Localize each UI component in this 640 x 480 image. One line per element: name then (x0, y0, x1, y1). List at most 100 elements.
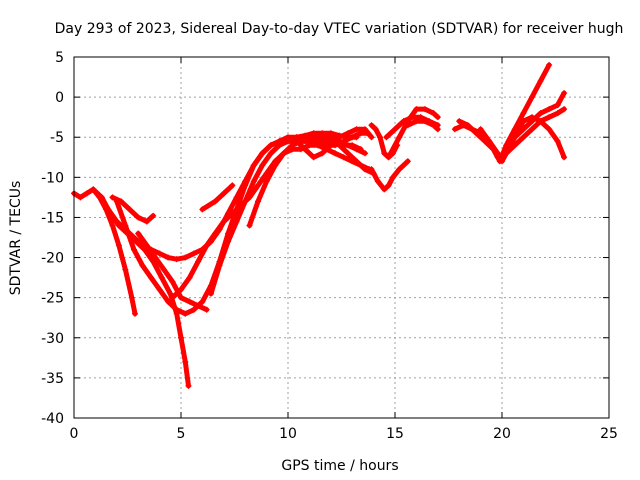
y-tick-label: -15 (41, 210, 64, 226)
data-point (546, 114, 553, 121)
data-point (511, 134, 518, 141)
data-point (90, 186, 97, 193)
data-point (528, 118, 535, 125)
data-point (344, 130, 351, 137)
data-point (537, 110, 544, 117)
data-point (385, 182, 392, 189)
data-point (340, 138, 347, 145)
data-point (182, 310, 189, 317)
data-point (195, 258, 202, 265)
data-point (113, 198, 120, 205)
data-point (546, 62, 553, 69)
data-point (178, 334, 184, 341)
data-point (276, 142, 283, 149)
data-point (477, 126, 484, 133)
data-point (96, 194, 103, 201)
series-arc-8 (199, 182, 236, 213)
y-tick-label: -20 (41, 251, 64, 267)
data-point (255, 198, 262, 205)
data-point (83, 190, 90, 197)
data-point (250, 178, 257, 185)
data-point (537, 78, 544, 85)
grid-lines (74, 57, 609, 418)
data-point (158, 274, 165, 281)
series-line (169, 138, 364, 301)
data-point (178, 286, 184, 293)
y-tick-label: -40 (41, 411, 64, 427)
data-point (451, 126, 458, 133)
data-point (233, 218, 240, 225)
series-arc-15 (368, 158, 411, 193)
data-point (225, 238, 232, 245)
x-tick-label: 20 (493, 426, 511, 442)
x-tick-label: 15 (386, 426, 404, 442)
y-tick-label: 5 (55, 50, 64, 66)
y-tick-label: -10 (41, 170, 64, 186)
data-point (259, 150, 266, 157)
data-point (212, 198, 219, 205)
data-point (263, 178, 270, 185)
data-point (165, 254, 172, 261)
data-point (190, 306, 197, 313)
data-point (135, 214, 142, 221)
data-point (364, 130, 371, 137)
data-point (349, 134, 356, 141)
data-point (430, 110, 437, 117)
data-point (77, 194, 84, 201)
data-point (385, 154, 392, 161)
data-point (413, 106, 420, 113)
data-point (143, 218, 150, 225)
data-point (413, 118, 420, 125)
y-tick-label: 0 (55, 90, 64, 106)
y-tick-label: -5 (50, 130, 64, 146)
data-point (353, 158, 360, 165)
data-point (389, 174, 396, 181)
data-point (336, 142, 343, 149)
data-point (456, 118, 463, 125)
data-point (109, 194, 116, 201)
data-point (306, 134, 313, 141)
data-point (169, 294, 176, 301)
data-point (561, 154, 568, 161)
y-tick-label: -35 (41, 371, 64, 387)
data-point (173, 306, 180, 313)
series-arc-6 (135, 230, 210, 313)
data-point (207, 290, 214, 297)
data-point (368, 122, 375, 129)
y-axis-ticks: 5 0 -5 -10 -15 -20 -25 -30 -35 -40 (41, 50, 609, 427)
data-point (216, 262, 223, 269)
data-point (310, 154, 317, 161)
data-point (169, 278, 176, 285)
data-point (199, 206, 206, 213)
data-point (280, 150, 287, 157)
data-point (250, 162, 257, 169)
data-point (349, 142, 356, 149)
data-point (327, 130, 334, 137)
data-point (368, 134, 375, 141)
data-point (115, 242, 122, 249)
data-point (105, 206, 112, 213)
series-line (114, 138, 334, 317)
data-point (113, 218, 120, 225)
data-point (546, 126, 553, 133)
y-axis-label: SDTVAR / TECUs (8, 181, 24, 296)
data-point (372, 126, 379, 133)
data-point (122, 222, 129, 229)
data-point (336, 134, 343, 141)
data-point (503, 150, 510, 157)
data-point (165, 298, 172, 305)
data-point (421, 106, 428, 113)
x-tick-label: 0 (70, 426, 79, 442)
data-point (464, 122, 471, 129)
x-axis-ticks: 0 5 10 15 20 25 (70, 57, 618, 442)
data-point (362, 166, 369, 173)
x-tick-label: 10 (279, 426, 297, 442)
data-point (434, 126, 441, 133)
series-arc-22 (511, 90, 568, 141)
data-point (368, 166, 375, 173)
data-point (404, 158, 411, 165)
series-line (456, 62, 552, 164)
data-point (404, 122, 411, 129)
series-line (97, 134, 368, 262)
